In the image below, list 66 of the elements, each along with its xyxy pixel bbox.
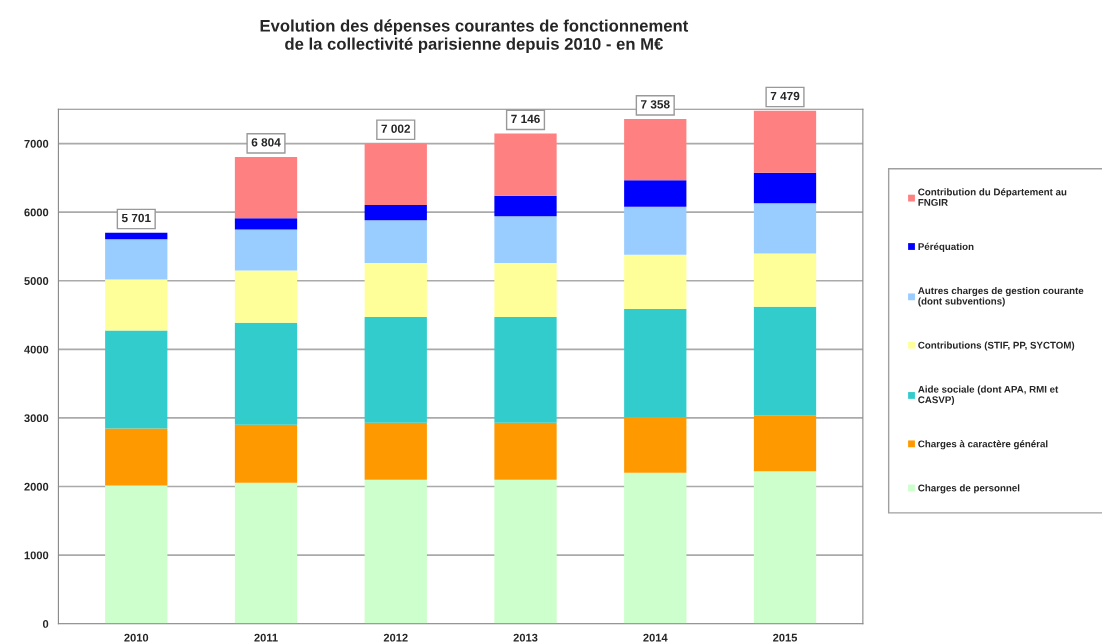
bar [105,428,168,486]
bar [364,143,427,206]
bar [624,309,687,417]
y-tick-label: 2000 [24,482,49,491]
bar [494,422,557,480]
bar [753,172,817,204]
bar [624,472,687,624]
bar [105,485,168,624]
total-label: 7 146 [511,114,540,124]
y-tick-label: 0 [42,619,49,628]
bar [624,180,687,207]
x-tick-label: 2013 [513,633,538,642]
bar [753,253,817,307]
legend-label: Autres charges de gestion courante (dont subventions) [918,286,1084,307]
bar [105,279,168,331]
bar [105,330,168,429]
x-tick-label: 2011 [254,633,278,642]
bar [494,216,557,263]
y-tick-label: 7000 [24,139,49,148]
legend-label: Contributions (STIF, PP, SYCTOM) [918,341,1075,351]
y-tick-label: 4000 [24,345,49,354]
legend-label: Charges à caractère général [918,440,1048,450]
bar [624,119,687,181]
total-label: 6 804 [251,138,281,147]
bar [494,195,557,217]
bar [234,270,298,323]
bar [364,220,427,263]
x-tick-label: 2015 [773,633,798,642]
bar [364,479,427,624]
bar [753,415,817,472]
legend-label: Péréquation [918,242,974,252]
bar [624,416,687,473]
bar [494,262,557,317]
x-tick-label: 2012 [383,633,408,642]
bar [364,316,427,423]
bar [364,422,427,480]
bar [234,229,298,271]
bar [753,471,817,624]
x-tick-label: 2014 [643,633,668,642]
chart-title: Evolution des dépenses courantes de fonctionnement de la collectivité parisienne depuis 2010 - en M€ [260,19,689,54]
bar [494,479,557,624]
total-label: 7 358 [641,100,670,109]
bar [364,205,427,221]
total-label: 7 479 [770,91,800,101]
bar [234,157,298,219]
legend-label: Charges de personnel [918,484,1020,494]
bar [105,239,168,280]
bar [753,306,817,416]
legend-label: Contribution du Département au FNGIR [918,188,1067,206]
bar [624,206,687,255]
bar [624,254,687,310]
bar [234,322,298,425]
bar [234,218,298,230]
bar [494,316,557,423]
y-tick-label: 5000 [24,277,49,285]
bar [753,203,817,254]
total-label: 7 002 [381,124,411,133]
x-tick-label: 2010 [124,633,149,642]
bar [234,482,298,624]
legend-label: Aide sociale (dont APA, RMI et CASVP) [918,385,1059,406]
bar [364,262,427,317]
bar [234,424,298,483]
y-tick-label: 6000 [24,208,49,217]
total-label: 5 701 [121,213,151,223]
y-tick-label: 3000 [24,414,49,423]
y-tick-label: 1000 [24,551,49,560]
